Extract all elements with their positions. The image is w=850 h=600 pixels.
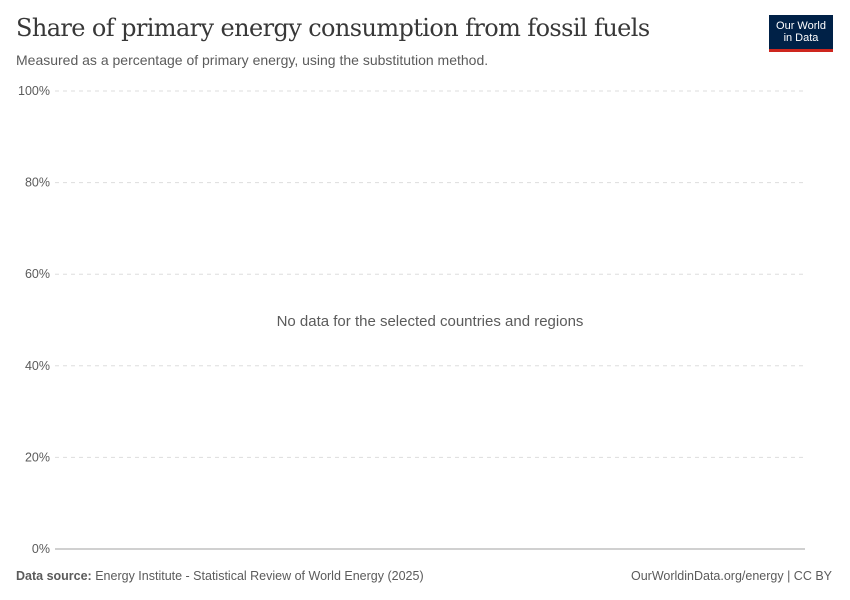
y-tick-label: 60% bbox=[25, 267, 50, 281]
data-source-label: Data source: bbox=[16, 569, 92, 583]
owid-logo[interactable]: Our World in Data bbox=[769, 15, 833, 52]
y-tick-label: 40% bbox=[25, 359, 50, 373]
url-license[interactable]: OurWorldinData.org/energy | CC BY bbox=[630, 569, 832, 583]
data-source-text: Energy Institute - Statistical Review of… bbox=[95, 569, 424, 583]
y-tick-label: 0% bbox=[32, 542, 50, 556]
chart-subtitle: Measured as a percentage of primary ener… bbox=[16, 52, 489, 68]
data-source: Data source: Energy Institute - Statisti… bbox=[16, 569, 424, 583]
no-data-message: No data for the selected countries and r… bbox=[277, 313, 584, 330]
y-tick-label: 20% bbox=[25, 450, 50, 464]
logo-line-1: Our World bbox=[776, 20, 826, 32]
y-tick-label: 80% bbox=[25, 176, 50, 190]
y-tick-label: 100% bbox=[18, 84, 50, 98]
logo-line-2: in Data bbox=[783, 32, 819, 44]
chart-title: Share of primary energy consumption from… bbox=[16, 14, 650, 42]
